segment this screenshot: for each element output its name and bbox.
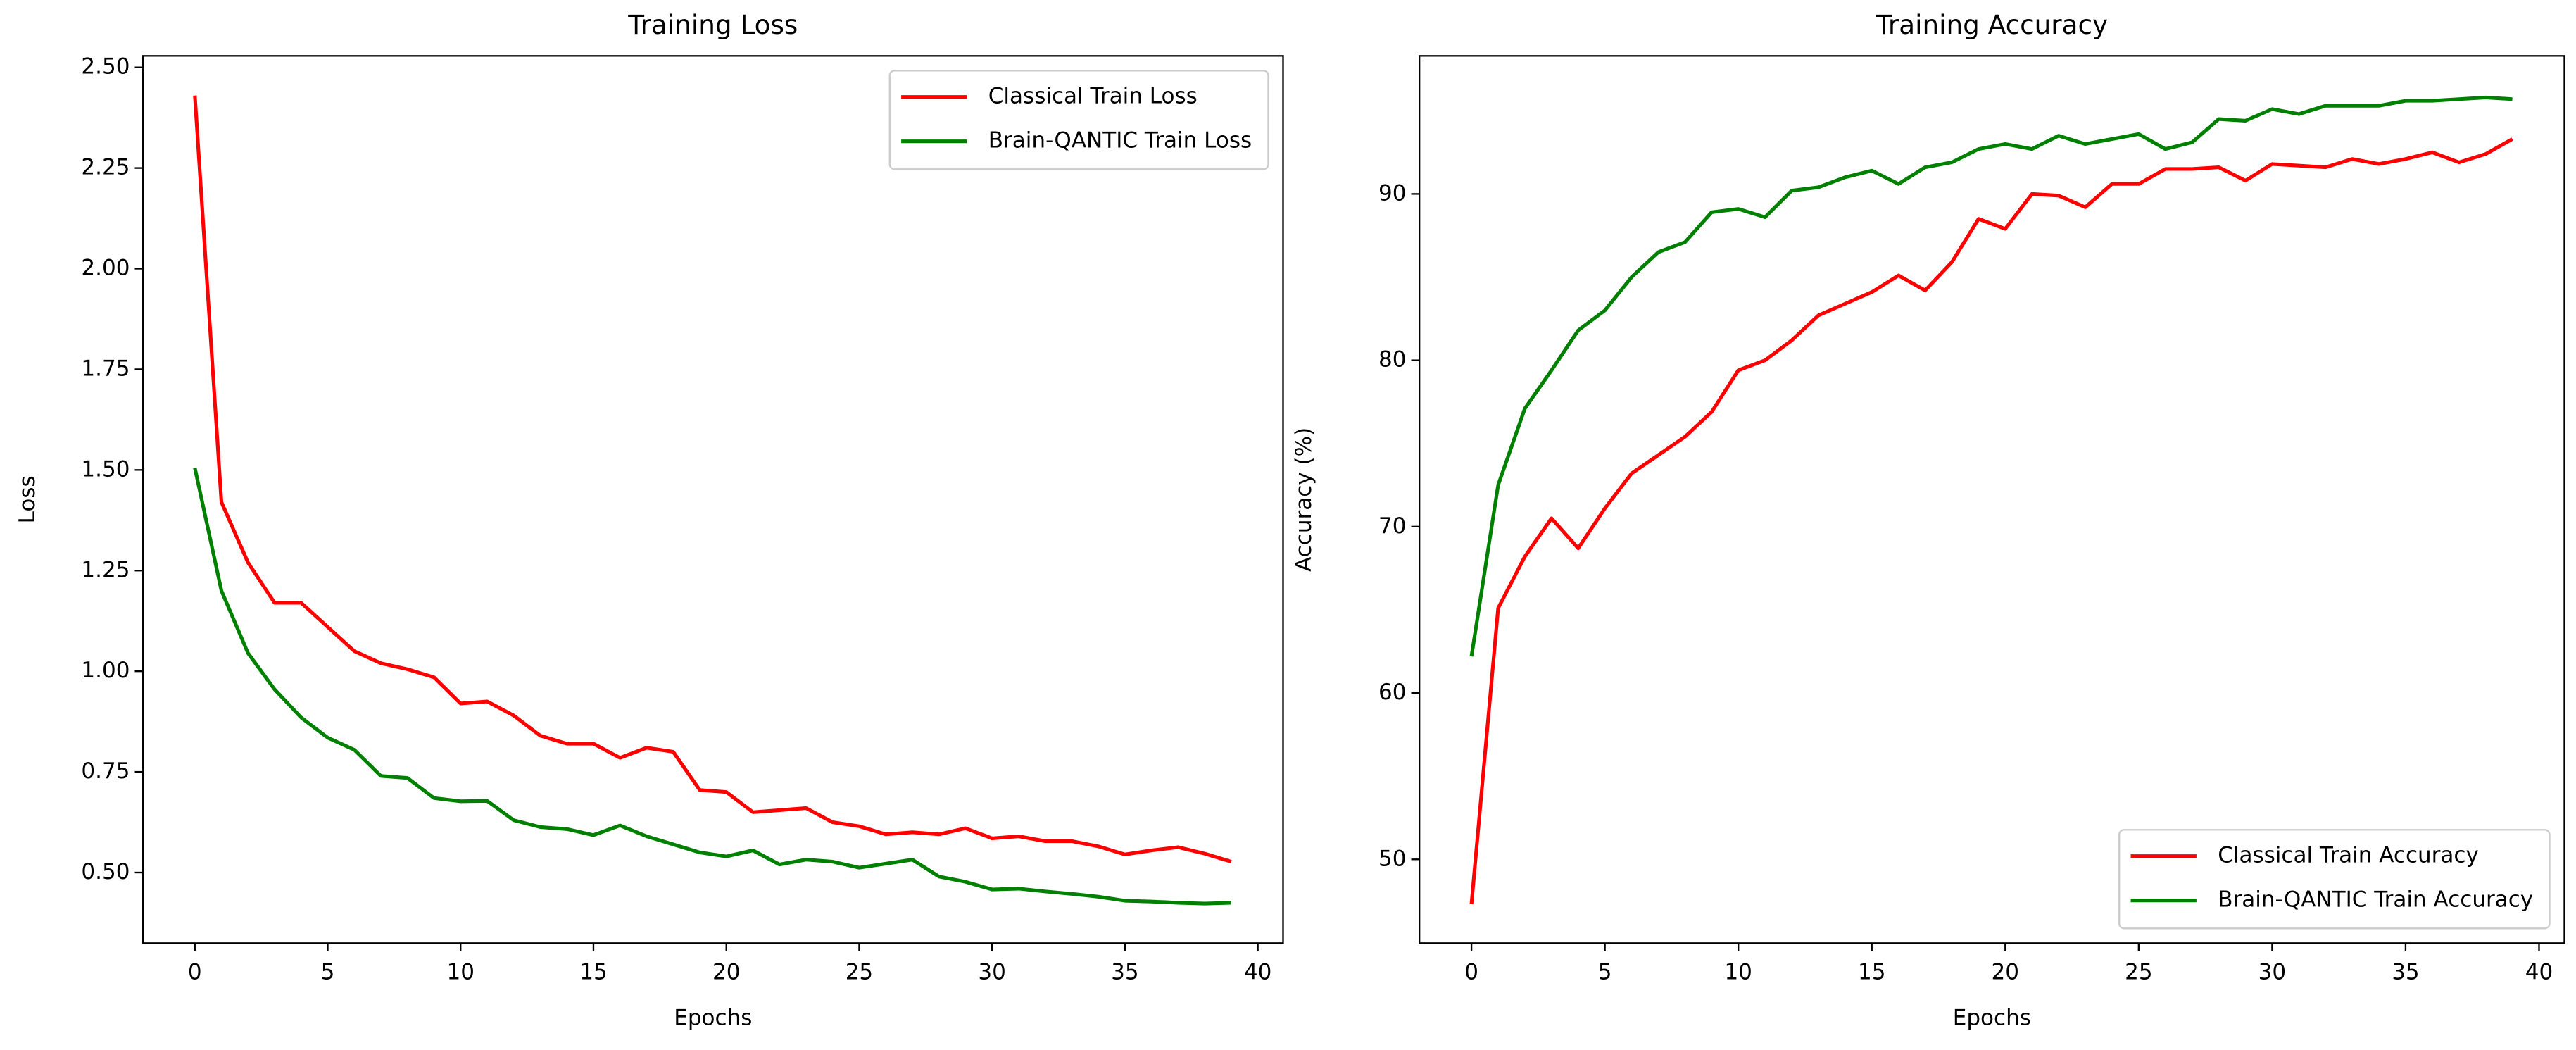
x-tick-label: 25: [846, 959, 873, 985]
x-tick-label: 40: [1244, 959, 1271, 985]
x-tick-label: 5: [1598, 959, 1612, 985]
x-tick-label: 0: [188, 959, 202, 985]
x-tick-label: 35: [2392, 959, 2419, 985]
legend: Classical Train Accuracy Brain-QANTIC Tra…: [2118, 829, 2551, 930]
chart-title: Training Loss: [627, 9, 798, 40]
line-series: [1469, 137, 2513, 905]
line-series: [193, 95, 1232, 864]
y-tick-label: 2.50: [81, 54, 130, 80]
plot-area: 0 5 10 15 20 25 30 35 40 50 60 70 80 90 Training Accur…: [1291, 9, 2565, 1031]
x-axis-label: Epochs: [674, 1006, 752, 1031]
plot-area: 0 5 10 15 20 25 30 35 40 0.50 0.75 1.00 1.25 1.50 1.75…: [15, 9, 1284, 1031]
y-tick-label: 2.00: [81, 256, 130, 281]
x-tick-label: 35: [1111, 959, 1138, 985]
legend-label: Brain-QANTIC Train Loss: [988, 128, 1252, 154]
axes-frame: [1419, 55, 2565, 944]
x-tick-label: 15: [579, 959, 607, 985]
x-tick-label: 40: [2525, 959, 2553, 985]
y-tick-label: 1.50: [81, 456, 130, 482]
chart-title: Training Accuracy: [1876, 9, 2109, 40]
x-tick-label: 15: [1858, 959, 1885, 985]
legend-label: Classical Train Loss: [988, 84, 1198, 109]
axes-frame: [142, 55, 1284, 944]
x-tick-label: 30: [2258, 959, 2286, 985]
line-series: [193, 467, 1231, 906]
y-tick-label: 50: [1378, 846, 1406, 871]
y-tick-label: 2.25: [81, 155, 130, 180]
x-tick-label: 20: [712, 959, 740, 985]
y-tick-label: 1.75: [81, 356, 130, 381]
y-tick-label: 70: [1378, 513, 1406, 539]
legend-frame: [2118, 829, 2551, 930]
x-tick-label: 30: [978, 959, 1005, 985]
legend-frame: [888, 70, 1269, 170]
legend: Classical Train Loss Brain-QANTIC Train L…: [888, 70, 1269, 170]
y-axis-label: Accuracy (%): [1291, 427, 1317, 572]
y-tick-label: 80: [1378, 347, 1406, 373]
y-tick-label: 0.75: [81, 758, 130, 784]
x-tick-label: 5: [321, 959, 335, 985]
legend-label: Classical Train Accuracy: [2218, 843, 2479, 868]
y-tick-label: 0.50: [81, 859, 130, 885]
line-series: [1469, 95, 2513, 657]
y-tick-label: 60: [1378, 680, 1406, 705]
legend-label: Brain-QANTIC Train Accuracy: [2218, 887, 2533, 913]
y-axis-label: Loss: [15, 475, 40, 523]
x-tick-label: 0: [1464, 959, 1478, 985]
x-axis-label: Epochs: [1953, 1006, 2031, 1031]
y-tick-label: 90: [1378, 180, 1406, 206]
x-tick-label: 25: [2125, 959, 2152, 985]
y-tick-label: 1.00: [81, 658, 130, 683]
y-tick-label: 1.25: [81, 557, 130, 582]
x-tick-label: 10: [447, 959, 475, 985]
x-tick-label: 20: [1992, 959, 2019, 985]
x-tick-label: 10: [1724, 959, 1752, 985]
